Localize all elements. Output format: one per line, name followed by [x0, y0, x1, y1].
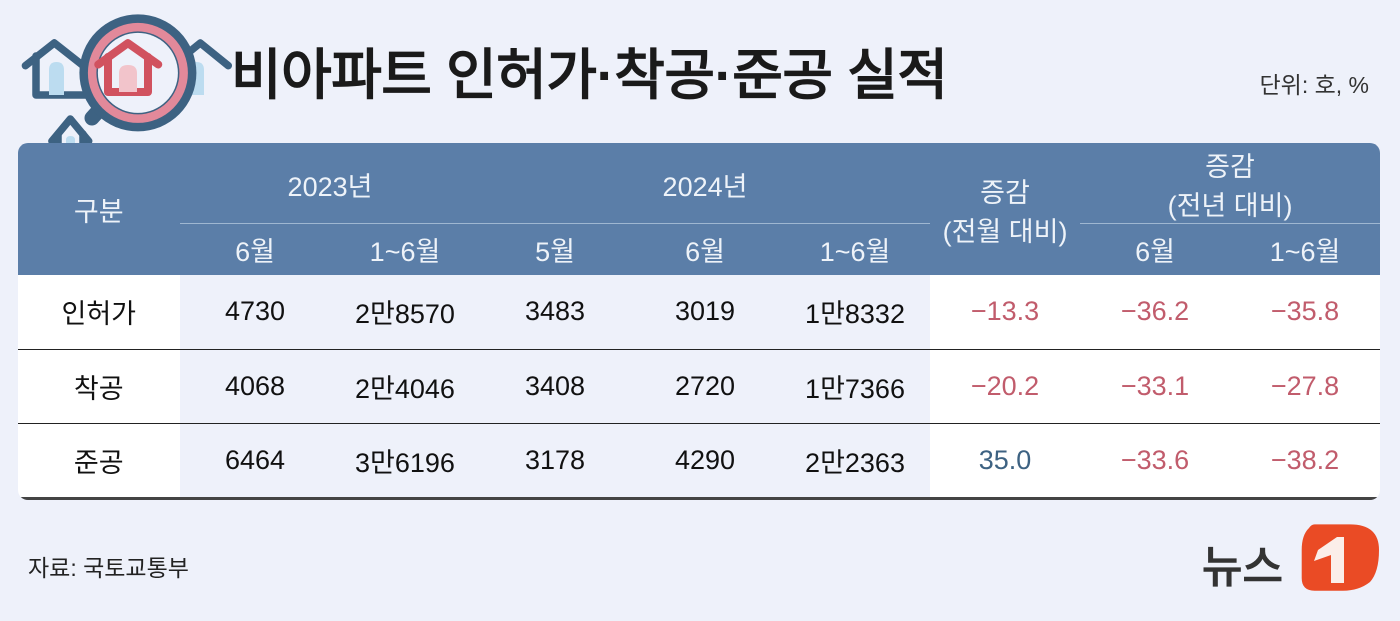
svg-text:뉴스: 뉴스 — [1202, 543, 1283, 592]
